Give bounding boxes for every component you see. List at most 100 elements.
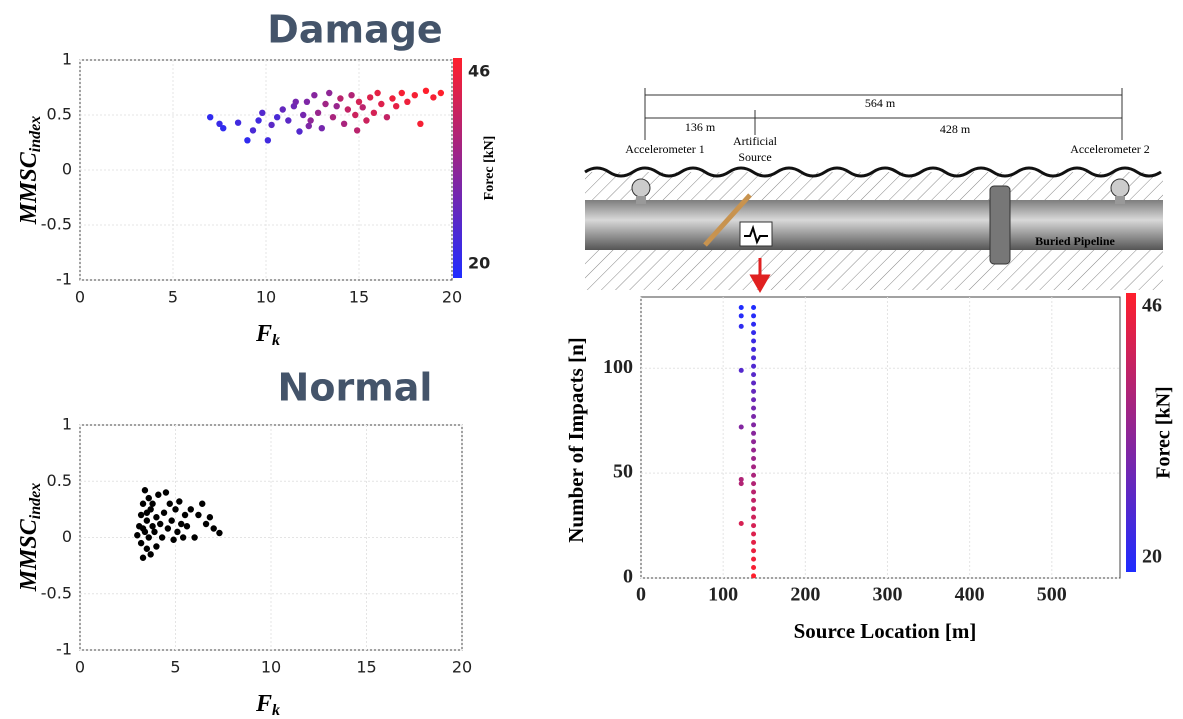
point: [738, 520, 744, 526]
chart-title: Normal: [278, 366, 433, 410]
point: [162, 489, 170, 496]
x-tick-label: 20: [452, 658, 472, 677]
point: [355, 98, 363, 106]
point: [383, 114, 391, 121]
point: [318, 125, 325, 132]
point: [751, 565, 757, 571]
point: [216, 529, 223, 537]
chart: 0 100 200 300 400 500 0 50 100 Source Location [m…: [564, 293, 1175, 643]
point: [292, 98, 299, 106]
point: [751, 422, 757, 428]
point: [279, 106, 286, 113]
point: [738, 481, 744, 487]
point: [264, 137, 272, 144]
point: [378, 100, 385, 108]
accelerometer: [1110, 178, 1130, 204]
point: [207, 114, 214, 121]
x-tick-label: 0: [75, 658, 85, 677]
point: [139, 500, 147, 507]
point: [296, 128, 303, 135]
point: [160, 509, 168, 516]
chart-title: Damage: [267, 8, 442, 52]
point: [307, 117, 314, 124]
point: [751, 447, 757, 453]
colorbar: [1126, 293, 1136, 572]
point: [329, 114, 337, 121]
y-tick-label: 0: [623, 566, 633, 588]
point: [751, 489, 757, 495]
point: [751, 330, 757, 336]
point: [333, 103, 340, 110]
point: [139, 525, 147, 532]
x-tick-label: 15: [349, 288, 369, 307]
point: [178, 520, 185, 528]
point: [151, 528, 158, 536]
x-tick-label: 0: [75, 288, 85, 307]
point: [183, 523, 191, 530]
point: [738, 476, 744, 482]
colorbar-tick-label: 46: [468, 62, 490, 81]
dimension-label: 136 m: [685, 120, 716, 134]
point: [166, 500, 173, 507]
y-tick-label: 50: [613, 461, 633, 483]
point: [751, 455, 757, 461]
flange: [989, 185, 1011, 265]
point: [168, 517, 175, 524]
x-tick-label: 5: [168, 288, 178, 307]
y-axis-label-subscript: index: [27, 116, 44, 152]
point: [422, 87, 430, 95]
point: [751, 355, 757, 361]
point: [374, 89, 381, 97]
point: [738, 367, 744, 373]
point: [751, 539, 757, 545]
point: [751, 363, 757, 369]
point: [164, 525, 172, 532]
x-axis-label-text: F: [255, 321, 272, 347]
point: [738, 424, 744, 430]
point: [751, 338, 757, 344]
x-tick-label: 200: [790, 584, 820, 606]
x-axis-label-subscript: k: [272, 702, 280, 719]
x-axis-label: Fk: [255, 691, 280, 719]
point: [751, 380, 757, 386]
point: [244, 137, 251, 144]
point: [398, 89, 405, 97]
pipeline-diagram: 564 m 136 m 428 m Accelerometer 1 Artifi…: [584, 88, 1163, 294]
point: [220, 125, 227, 132]
plot-area: [640, 296, 1121, 579]
x-tick-label: 0: [636, 584, 646, 606]
source-label: Artificial: [733, 134, 778, 148]
point: [366, 94, 374, 101]
point: [249, 127, 257, 134]
x-tick-label: 15: [356, 658, 376, 677]
point: [430, 94, 437, 101]
x-axis-label: Fk: [255, 321, 280, 349]
point: [143, 545, 151, 552]
hammer: [703, 193, 752, 247]
y-axis-label-subscript: index: [27, 483, 44, 519]
point: [199, 500, 206, 507]
point: [210, 525, 217, 532]
colorbar-label: Forec [kN]: [1153, 386, 1175, 478]
point: [181, 511, 189, 519]
point: [273, 114, 281, 121]
point: [751, 548, 757, 554]
point: [751, 397, 757, 403]
point: [322, 100, 329, 108]
y-tick-label: 0.5: [47, 105, 72, 124]
point: [738, 304, 744, 310]
point: [268, 121, 275, 129]
point: [751, 481, 757, 487]
y-tick-label: -0.5: [41, 583, 72, 602]
point: [202, 520, 210, 528]
pipe: [585, 200, 1163, 250]
point: [738, 323, 744, 329]
x-axis-label: Source Location [m]: [794, 619, 977, 643]
point: [337, 95, 344, 102]
y-tick-label: 1: [62, 50, 72, 69]
point: [751, 430, 757, 436]
point: [179, 534, 187, 541]
point: [751, 313, 757, 319]
point: [437, 89, 445, 97]
